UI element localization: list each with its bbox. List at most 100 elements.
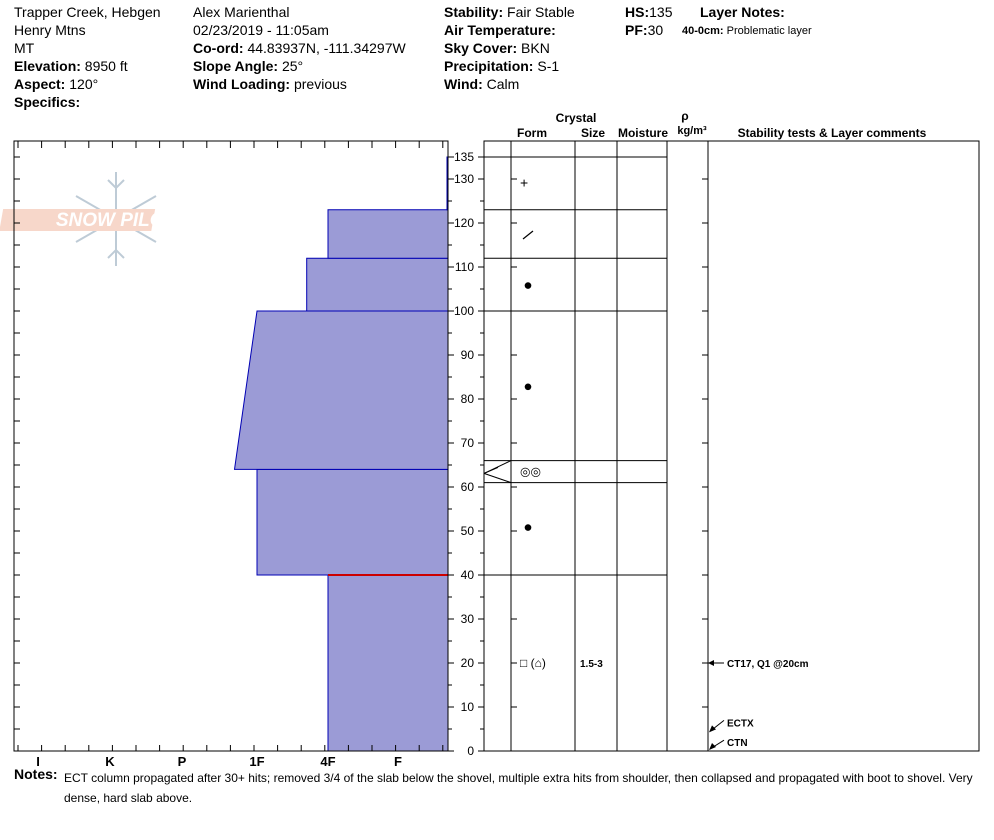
hardness-label-I: I	[36, 754, 40, 769]
wind-loading-value: previous	[293, 76, 347, 92]
sky-cover: Sky Cover: BKN	[444, 39, 550, 57]
hs: HS:135	[625, 3, 672, 21]
wind-label: Wind:	[444, 76, 483, 92]
layer-notes: Layer Notes:	[700, 3, 785, 21]
sky-label: Sky Cover:	[444, 40, 518, 56]
hardness-label-1F: 1F	[249, 754, 264, 769]
grain-rounded-icon	[524, 282, 532, 289]
hardness-frame	[13, 140, 449, 752]
hardness-layer-2	[233, 310, 449, 470]
height-tick-80: 80	[461, 392, 475, 406]
height-tick-100: 100	[454, 304, 474, 318]
height-tick-40: 40	[461, 568, 475, 582]
layer-note-text: Problematic layer	[726, 25, 812, 37]
grain-form-6: □ (⌂)	[520, 656, 546, 670]
grain-rounded-icon	[524, 383, 532, 391]
stability: Stability: Fair Stable	[444, 3, 575, 21]
hardness-label-F: F	[394, 754, 402, 769]
layer-note: 40-0cm: Problematic layer	[682, 22, 812, 40]
test-label-2: CTN	[727, 738, 748, 749]
stability-value: Fair Stable	[507, 4, 575, 20]
height-tick-0: 0	[467, 744, 474, 758]
col-size: Size	[581, 126, 605, 140]
datetime: 02/23/2019 - 11:05am	[193, 22, 329, 38]
slope-value: 25°	[281, 58, 304, 74]
notes-label: Notes:	[14, 766, 58, 782]
grain-rounded-icon	[524, 524, 532, 531]
col-comments: Stability tests & Layer comments	[738, 126, 927, 140]
wind-value: Calm	[486, 76, 520, 92]
hardness-layer-3	[306, 257, 449, 312]
location-line-3: MT	[14, 40, 35, 56]
stability-label: Stability:	[444, 4, 504, 20]
precip-value: S-1	[537, 58, 560, 74]
snowpilot-logo: SNOW PILOT	[0, 172, 178, 266]
height-tick-135: 135	[454, 150, 474, 164]
layer-notes-label: Layer Notes:	[700, 4, 785, 20]
notes-text: ECT column propagated after 30+ hits; re…	[64, 771, 973, 805]
height-tick-10: 10	[461, 700, 475, 714]
col-density-unit: kg/m³	[677, 125, 707, 137]
air-temperature: Air Temperature:	[444, 21, 556, 39]
air-temp-label: Air Temperature:	[444, 22, 556, 38]
aspect: Aspect: 120°	[14, 75, 98, 93]
location-line-2: Henry Mtns	[14, 22, 86, 38]
slope-label: Slope Angle:	[193, 58, 279, 74]
pf-value: 30	[647, 22, 664, 38]
boundary-connector	[483, 472, 512, 484]
grain-size-6: 1.5-3	[580, 659, 603, 670]
hardness-label-K: K	[105, 754, 115, 769]
height-tick-130: 130	[454, 172, 474, 186]
location-line-1: Trapper Creek, Hebgen	[14, 4, 161, 20]
slope-angle: Slope Angle: 25°	[193, 57, 303, 75]
hardness-layer-1	[256, 468, 449, 576]
specifics-label: Specifics:	[14, 94, 81, 110]
logo-text: SNOW PILOT	[56, 210, 178, 231]
layer-table-frame	[483, 140, 980, 752]
aspect-label: Aspect:	[14, 76, 66, 92]
coordinates: Co-ord: 44.83937N, -111.34297W	[193, 39, 406, 57]
height-tick-50: 50	[461, 524, 475, 538]
test-label-1: ECTX	[727, 718, 754, 729]
observer: Alex Marienthal	[193, 4, 290, 20]
hardness-layer-0	[327, 574, 449, 752]
hs-value: 135	[649, 4, 673, 20]
coord-label: Co-ord:	[193, 40, 244, 56]
precipitation: Precipitation: S-1	[444, 57, 559, 75]
boundary-connector	[483, 466, 499, 474]
sky-value: BKN	[521, 40, 550, 56]
hardness-label-4F: 4F	[320, 754, 335, 769]
wind: Wind: Calm	[444, 75, 519, 93]
test-arrow-icon	[709, 743, 716, 750]
height-tick-60: 60	[461, 480, 475, 494]
height-tick-20: 20	[461, 656, 475, 670]
elevation-label: Elevation:	[14, 58, 81, 74]
grain-form-0: +	[520, 174, 528, 190]
elevation: Elevation: 8950 ft	[14, 57, 128, 75]
coord-value: 44.83937N, -111.34297W	[247, 40, 406, 56]
col-form: Form	[517, 126, 547, 140]
layer-note-range: 40-0cm:	[682, 25, 724, 37]
precip-label: Precipitation:	[444, 58, 534, 74]
specifics: Specifics:	[14, 93, 80, 111]
col-moisture: Moisture	[618, 126, 668, 140]
wind-loading-label: Wind Loading:	[193, 76, 291, 92]
col-rho: ρ	[681, 109, 688, 123]
hardness-label-P: P	[178, 754, 187, 769]
test-arrow-icon	[708, 660, 714, 666]
pf-label: PF:	[625, 22, 648, 38]
grain-form-4: ◎◎	[520, 465, 541, 479]
logo-band	[0, 209, 156, 231]
col-crystal: Crystal	[556, 111, 597, 125]
height-tick-110: 110	[455, 260, 474, 274]
height-tick-120: 120	[454, 216, 474, 230]
height-tick-30: 30	[461, 612, 475, 626]
aspect-value: 120°	[69, 76, 99, 92]
height-tick-90: 90	[461, 348, 475, 362]
wind-loading: Wind Loading: previous	[193, 75, 347, 93]
pf: PF:30	[625, 21, 663, 39]
hardness-layer-4	[327, 209, 449, 259]
hs-label: HS:	[625, 4, 650, 20]
test-arrow-icon	[709, 725, 716, 733]
